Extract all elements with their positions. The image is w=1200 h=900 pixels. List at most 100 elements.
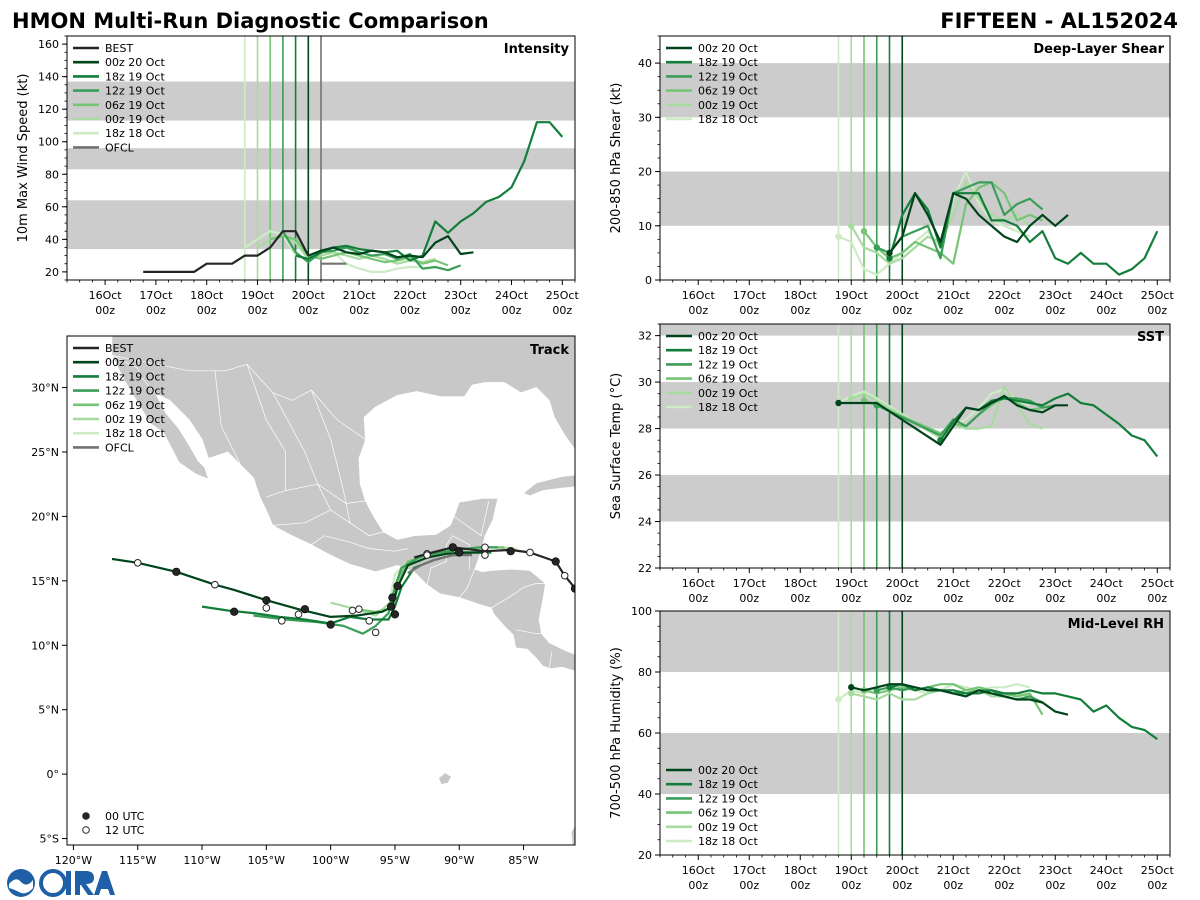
shear-x-tick-label-line: 00z (994, 304, 1014, 317)
rh-x-tick-label-line: 00z (994, 879, 1014, 892)
intensity-x-tick-label-line: 00z (146, 304, 166, 317)
rh-x-tick-label-line: 24Oct (1090, 864, 1124, 877)
intensity-series-18z-19-oct (295, 121, 564, 262)
sst-legend-label-12z-19-oct: 12z 19 Oct (698, 358, 758, 371)
rh-x-tick-label-line: 25Oct (1141, 864, 1175, 877)
state-boundary-11 (491, 583, 546, 609)
legend-marker-12utc (82, 826, 90, 834)
intensity-x-tick-label-line: 00z (552, 304, 572, 317)
track-y-tick-label: 25°N (31, 446, 59, 459)
intensity-y-axis-label: 10m Max Wind Speed (kt) (16, 74, 31, 243)
rh-x-tick-label-line: 22Oct (988, 864, 1022, 877)
shear-x-tick-label: 18Oct 00z (784, 289, 818, 317)
shear-start-point-00z-19-oct (848, 222, 855, 229)
intensity-x-tick-label: 25Oct 00z (546, 289, 580, 317)
sst-legend-label-00z-20-oct: 00z 20 Oct (698, 330, 758, 343)
intensity-x-tick-label-line: 24Oct (495, 289, 529, 302)
intensity-legend-label-ofcl: OFCL (105, 141, 135, 154)
shear-x-tick-label-line: 00z (1096, 304, 1116, 317)
sst-x-tick-label-line: 00z (688, 592, 708, 605)
state-boundary-7 (311, 535, 408, 552)
shear-x-tick-label-line: 17Oct (733, 289, 767, 302)
sst-x-tick-label-line: 25Oct (1141, 577, 1175, 590)
legend-marker-00utc (82, 812, 90, 820)
shear-x-tick-label-line: 19Oct (835, 289, 869, 302)
track-panel: 120°W 115°W 110°W 105°W 100°W 95°W 90°W 85°W 5°S… (31, 335, 576, 867)
track-point-12utc (481, 543, 489, 552)
track-point-12utc (348, 606, 357, 615)
track-x-tick-label: 110°W (183, 854, 220, 867)
track-legend-label-06z-19-oct: 06z 19 Oct (105, 399, 165, 412)
sst-x-tick-label-line: 24Oct (1090, 577, 1124, 590)
state-boundary-3 (272, 392, 331, 511)
track-point-12utc (294, 610, 303, 619)
figure-title: HMON Multi-Run Diagnostic Comparison (12, 9, 489, 33)
land-mass-0 (67, 336, 575, 672)
sst-x-tick-label: 22Oct 00z (988, 577, 1022, 605)
state-boundary-12 (515, 629, 542, 635)
shear-start-point-12z-19-oct (873, 244, 880, 251)
shear-y-tick-label: 10 (638, 220, 652, 233)
intensity-x-tick-label: 17Oct 00z (139, 289, 173, 317)
track-point-00utc (393, 581, 402, 591)
track-point-00utc (570, 584, 575, 593)
shear-x-tick-label-line: 00z (688, 304, 708, 317)
shear-series-06z-19-oct (863, 181, 1043, 265)
state-boundary-2 (246, 364, 286, 491)
track-point-00utc (551, 557, 560, 566)
track-point-12utc (365, 616, 374, 625)
sst-x-tick-label-line: 00z (943, 592, 963, 605)
track-point-00utc (386, 602, 396, 611)
rh-legend-label-06z-19-oct: 06z 19 Oct (698, 807, 758, 820)
legend-label-12utc: 12 UTC (105, 824, 145, 837)
shear-legend-label-12z-19-oct: 12z 19 Oct (698, 70, 758, 83)
shear-band-0 (660, 171, 1170, 226)
shear-series-12z-19-oct (876, 181, 1044, 260)
shear-legend-label-18z-18-oct: 18z 18 Oct (698, 113, 758, 126)
sst-x-tick-label-line: 00z (841, 592, 861, 605)
intensity-x-tick-label: 16Oct 00z (89, 289, 123, 317)
intensity-x-tick-label-line: 00z (197, 304, 217, 317)
shear-x-tick-label-line: 00z (943, 304, 963, 317)
land-mass-2 (523, 474, 575, 497)
sst-y-tick-label: 32 (638, 330, 652, 343)
sst-y-tick-label: 24 (638, 516, 652, 529)
intensity-x-tick-label-line: 23Oct (444, 289, 478, 302)
rh-legend-label-12z-19-oct: 12z 19 Oct (698, 792, 758, 805)
track-legend-label-12z-19-oct: 12z 19 Oct (105, 385, 165, 398)
rh-legend-label-00z-19-oct: 00z 19 Oct (698, 821, 758, 834)
shear-x-tick-label-line: 23Oct (1039, 289, 1073, 302)
state-boundary-1 (214, 370, 241, 466)
rh-start-point-18z-18-oct (835, 696, 842, 703)
intensity-x-tick-label-line: 00z (298, 304, 318, 317)
shear-x-tick-label: 19Oct 00z (835, 289, 869, 317)
intensity-y-tick-label: 80 (45, 168, 59, 181)
rh-y-tick-label: 80 (638, 666, 652, 679)
track-legend-label-18z-19-oct: 18z 19 Oct (105, 370, 165, 383)
track-y-tick-label: 10°N (31, 639, 59, 652)
shear-x-tick-label-line: 00z (739, 304, 759, 317)
land-mass-3 (438, 772, 452, 785)
track-legend-label-00z-20-oct: 00z 20 Oct (105, 356, 165, 369)
sst-series-00z-20-oct (838, 394, 1068, 446)
intensity-y-tick-label: 40 (45, 233, 59, 246)
intensity-x-tick-label-line: 17Oct (139, 289, 173, 302)
shear-series-00z-20-oct (888, 192, 1069, 254)
track-legend-label-ofcl: OFCL (105, 441, 135, 454)
intensity-series-00z-20-oct (307, 235, 474, 259)
rh-series-00z-20-oct (851, 683, 1069, 716)
intensity-x-tick-label: 22Oct 00z (393, 289, 427, 317)
sst-x-tick-label: 19Oct 00z (835, 577, 869, 605)
rh-x-tick-label: 25Oct 00z (1141, 864, 1175, 892)
shear-start-point-18z-19-oct (886, 255, 893, 262)
rh-x-tick-label: 23Oct 00z (1039, 864, 1073, 892)
shear-panel-title: Deep-Layer Shear (1033, 42, 1164, 57)
rh-x-tick-label: 16Oct 00z (682, 864, 716, 892)
state-boundary-14 (480, 500, 490, 536)
track-point-00utc (390, 610, 400, 619)
storm-id: FIFTEEN - AL152024 (940, 9, 1178, 33)
rh-y-tick-label: 20 (638, 849, 652, 862)
shear-x-tick-label-line: 24Oct (1090, 289, 1124, 302)
